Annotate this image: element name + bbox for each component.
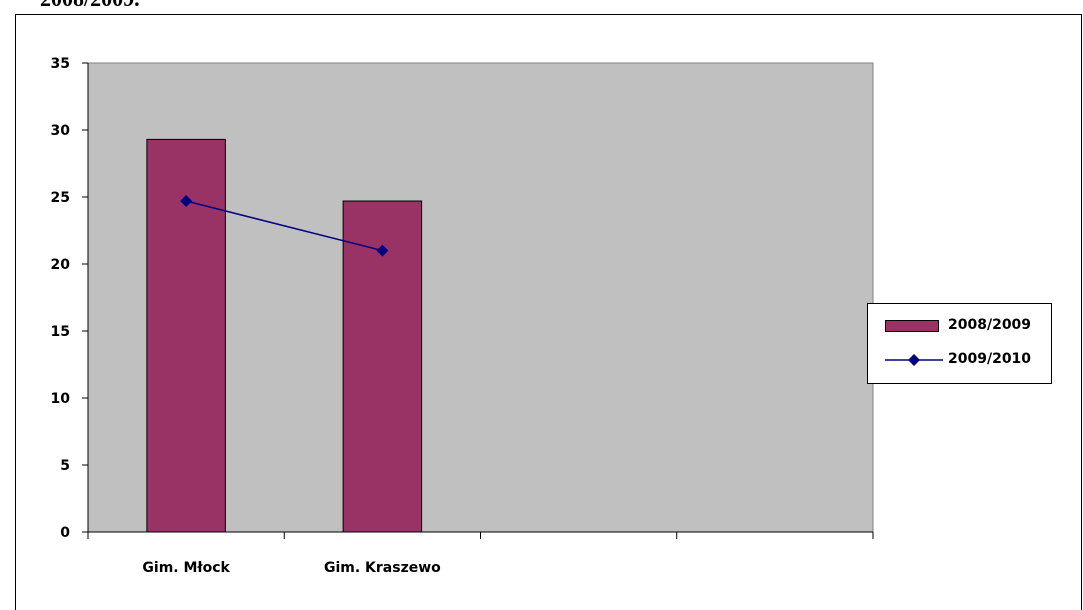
point-2009-2010 <box>376 244 389 257</box>
legend: 2008/2009 2009/2010 <box>867 303 1052 384</box>
legend-item-2008-2009: 2008/2009 <box>868 314 1051 338</box>
y-tick-label: 30 <box>51 123 71 139</box>
bar-2008-2009 <box>146 138 226 533</box>
y-tick-label: 5 <box>60 458 70 474</box>
header-text: 2008/2009. <box>40 0 140 12</box>
y-tick-label: 35 <box>51 56 70 72</box>
y-tick-label: 15 <box>51 324 70 340</box>
y-tick-label: 20 <box>51 257 71 273</box>
x-category-label: Gim. Młock <box>142 560 230 576</box>
x-category-label: Gim. Kraszewo <box>324 560 441 576</box>
y-tick-label: 10 <box>51 391 71 407</box>
y-tick-label: 25 <box>51 190 70 206</box>
line-2009-2010 <box>185 200 383 252</box>
y-tick-label: 0 <box>60 525 70 541</box>
legend-label-series-1: 2008/2009 <box>948 317 1032 333</box>
chart-frame <box>15 14 1082 610</box>
point-2009-2010 <box>180 195 193 208</box>
legend-item-2009-2010: 2009/2010 <box>868 348 1051 372</box>
legend-bar-swatch <box>885 320 939 332</box>
legend-line-swatch <box>885 354 943 366</box>
legend-label-series-2: 2009/2010 <box>948 351 1032 367</box>
